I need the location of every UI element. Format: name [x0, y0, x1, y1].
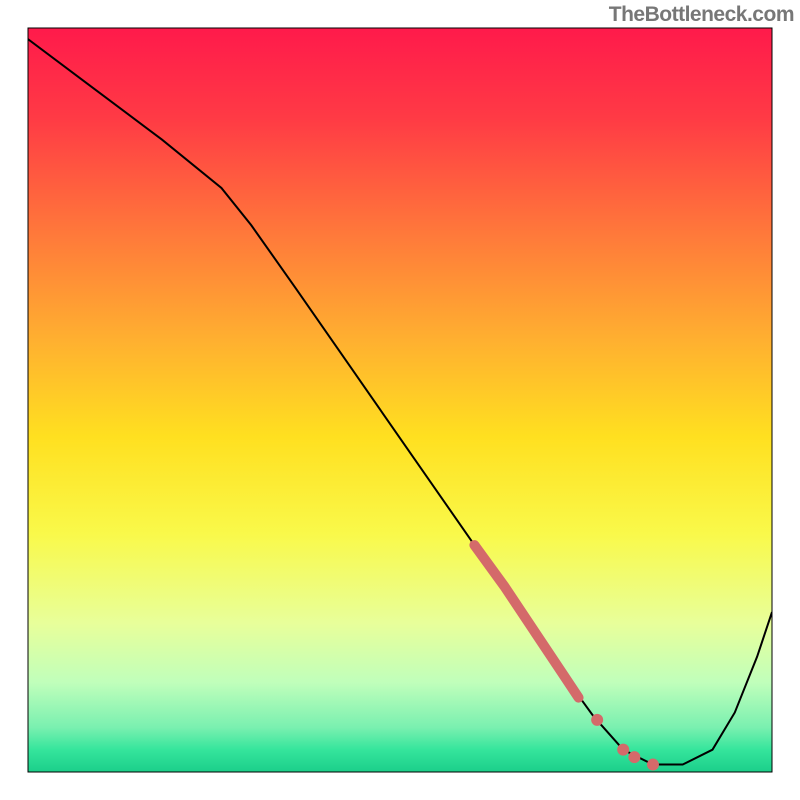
watermark-text: TheBottleneck.com [609, 3, 794, 27]
data-marker [617, 744, 629, 756]
data-marker [591, 714, 603, 726]
chart-root: TheBottleneck.com [0, 0, 800, 800]
data-marker [628, 751, 640, 763]
data-marker [647, 759, 659, 771]
chart-svg [0, 0, 800, 800]
plot-background [28, 28, 772, 772]
